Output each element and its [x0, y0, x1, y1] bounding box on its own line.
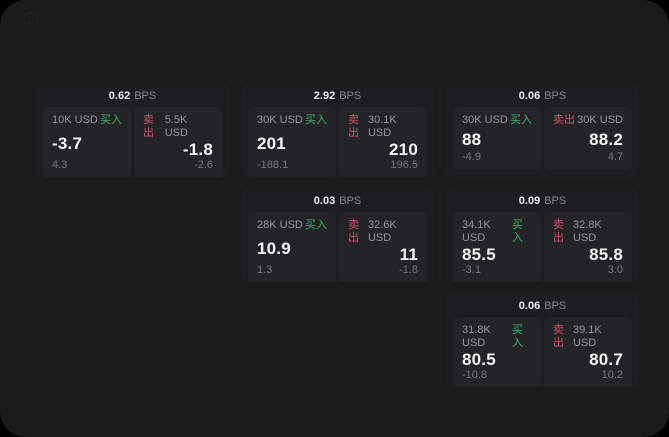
quote-card: 0.06 BPS 30K USD 买入 88 -4.9 卖出 30K USD 8… [446, 83, 639, 177]
buy-side-label: 买入 [510, 114, 532, 126]
quote-card: 0.62 BPS 10K USD 买入 -3.7 4.3 卖出 5.5K USD… [36, 83, 229, 177]
sell-delta: -1.8 [399, 264, 418, 276]
sell-amount: 39.1K USD [572, 324, 602, 349]
buy-side-label: 买入 [512, 324, 524, 349]
buy-panel[interactable]: 28K USD 买入 10.9 1.3 [248, 212, 336, 282]
spread-header: 2.92 BPS [241, 83, 434, 105]
sell-amount: 32.6K USD [367, 219, 397, 244]
buy-price: 10.9 [257, 238, 291, 258]
buy-amount: 34.1K USD [462, 219, 491, 244]
sell-price: 85.8 [589, 245, 623, 264]
buy-amount: 10K USD [52, 114, 98, 126]
buy-price: 88 [462, 129, 482, 149]
buy-amount: 28K USD [257, 219, 303, 231]
buy-panel[interactable]: 10K USD 买入 -3.7 4.3 [43, 107, 131, 177]
spread-value: 0.06 [518, 89, 541, 102]
spread-value: 0.62 [108, 89, 131, 102]
buy-delta: 4.3 [52, 159, 68, 171]
camera-icon [23, 12, 39, 24]
spread-value: 2.92 [313, 89, 336, 102]
quote-card: 0.03 BPS 28K USD 买入 10.9 1.3 卖出 32.6K US… [241, 188, 434, 282]
spread-header: 0.06 BPS [446, 83, 639, 105]
sell-price: 80.7 [589, 350, 623, 369]
quote-panels: 30K USD 买入 201 -188.1 卖出 30.1K USD 210 1… [241, 105, 434, 177]
buy-side-label: 买入 [305, 114, 327, 126]
buy-amount: 30K USD [257, 114, 303, 126]
quote-card: 0.09 BPS 34.1K USD 买入 85.5 -3.1 卖出 32.8K… [446, 188, 639, 282]
buy-delta: -4.9 [462, 151, 481, 163]
sell-side-label: 卖出 [348, 219, 359, 244]
buy-price: -3.7 [52, 133, 83, 153]
sell-panel[interactable]: 卖出 39.1K USD 80.7 10.2 [544, 317, 632, 387]
sell-panel[interactable]: 卖出 30.1K USD 210 196.5 [339, 107, 427, 177]
buy-delta: -188.1 [257, 159, 289, 171]
quote-panels: 34.1K USD 买入 85.5 -3.1 卖出 32.8K USD 85.8… [446, 210, 639, 282]
sell-price: 11 [399, 245, 418, 264]
buy-price: 85.5 [462, 245, 496, 264]
sell-side-label: 卖出 [143, 114, 154, 139]
spread-value: 0.03 [313, 194, 336, 207]
spread-header: 0.06 BPS [446, 293, 639, 315]
buy-amount: 30K USD [462, 114, 508, 126]
buy-panel[interactable]: 30K USD 买入 201 -188.1 [248, 107, 336, 177]
quote-panels: 28K USD 买入 10.9 1.3 卖出 32.6K USD 11 -1.8 [241, 210, 434, 282]
buy-side-label: 买入 [512, 219, 524, 244]
spread-header: 0.62 BPS [36, 83, 229, 105]
buy-delta: -3.1 [462, 264, 481, 276]
bps-unit-label: BPS [544, 89, 567, 102]
spread-header: 0.09 BPS [446, 188, 639, 210]
quote-panels: 30K USD 买入 88 -4.9 卖出 30K USD 88.2 4.7 [446, 105, 639, 177]
bps-unit-label: BPS [134, 89, 157, 102]
buy-price: 80.5 [462, 350, 496, 369]
bps-unit-label: BPS [339, 89, 362, 102]
buy-panel[interactable]: 34.1K USD 买入 85.5 -3.1 [453, 212, 541, 282]
sell-price: -1.8 [182, 140, 213, 159]
buy-side-label: 买入 [100, 114, 122, 126]
spread-value: 0.06 [518, 299, 541, 312]
quote-card: 0.06 BPS 31.8K USD 买入 80.5 -10.8 卖出 39.1… [446, 293, 639, 387]
buy-side-label: 买入 [305, 219, 327, 231]
buy-panel[interactable]: 30K USD 买入 88 -4.9 [453, 107, 541, 170]
sell-price: 210 [389, 140, 418, 159]
bps-unit-label: BPS [339, 194, 362, 207]
buy-panel[interactable]: 31.8K USD 买入 80.5 -10.8 [453, 317, 541, 387]
sell-side-label: 卖出 [348, 114, 359, 139]
buy-delta: 1.3 [257, 264, 273, 276]
sell-amount: 30.1K USD [367, 114, 397, 139]
sell-side-label: 卖出 [553, 114, 575, 126]
bps-unit-label: BPS [544, 194, 567, 207]
sell-amount: 30K USD [577, 114, 623, 126]
sell-delta: 10.2 [601, 369, 623, 381]
sell-delta: 3.0 [607, 264, 623, 276]
sell-delta: 4.7 [607, 151, 623, 163]
quote-panels: 10K USD 买入 -3.7 4.3 卖出 5.5K USD -1.8 -2.… [36, 105, 229, 177]
buy-amount: 31.8K USD [462, 324, 491, 349]
buy-delta: -10.8 [462, 369, 488, 381]
sell-panel[interactable]: 卖出 32.6K USD 11 -1.8 [339, 212, 427, 282]
sell-price: 88.2 [589, 129, 623, 149]
spread-header: 0.03 BPS [241, 188, 434, 210]
sell-delta: 196.5 [390, 159, 418, 171]
sell-panel[interactable]: 卖出 30K USD 88.2 4.7 [544, 107, 632, 170]
sell-delta: -2.6 [194, 159, 213, 171]
sell-side-label: 卖出 [553, 324, 564, 349]
sell-amount: 32.8K USD [572, 219, 602, 244]
sell-panel[interactable]: 卖出 5.5K USD -1.8 -2.6 [134, 107, 222, 177]
quotes-grid: 0.62 BPS 10K USD 买入 -3.7 4.3 卖出 5.5K USD… [36, 83, 639, 387]
spread-value: 0.09 [518, 194, 541, 207]
quote-card: 2.92 BPS 30K USD 买入 201 -188.1 卖出 30.1K … [241, 83, 434, 177]
bps-unit-label: BPS [544, 299, 567, 312]
sell-amount: 5.5K USD [164, 114, 188, 139]
sell-panel[interactable]: 卖出 32.8K USD 85.8 3.0 [544, 212, 632, 282]
quote-panels: 31.8K USD 买入 80.5 -10.8 卖出 39.1K USD 80.… [446, 315, 639, 387]
sell-side-label: 卖出 [553, 219, 564, 244]
buy-price: 201 [257, 133, 286, 153]
